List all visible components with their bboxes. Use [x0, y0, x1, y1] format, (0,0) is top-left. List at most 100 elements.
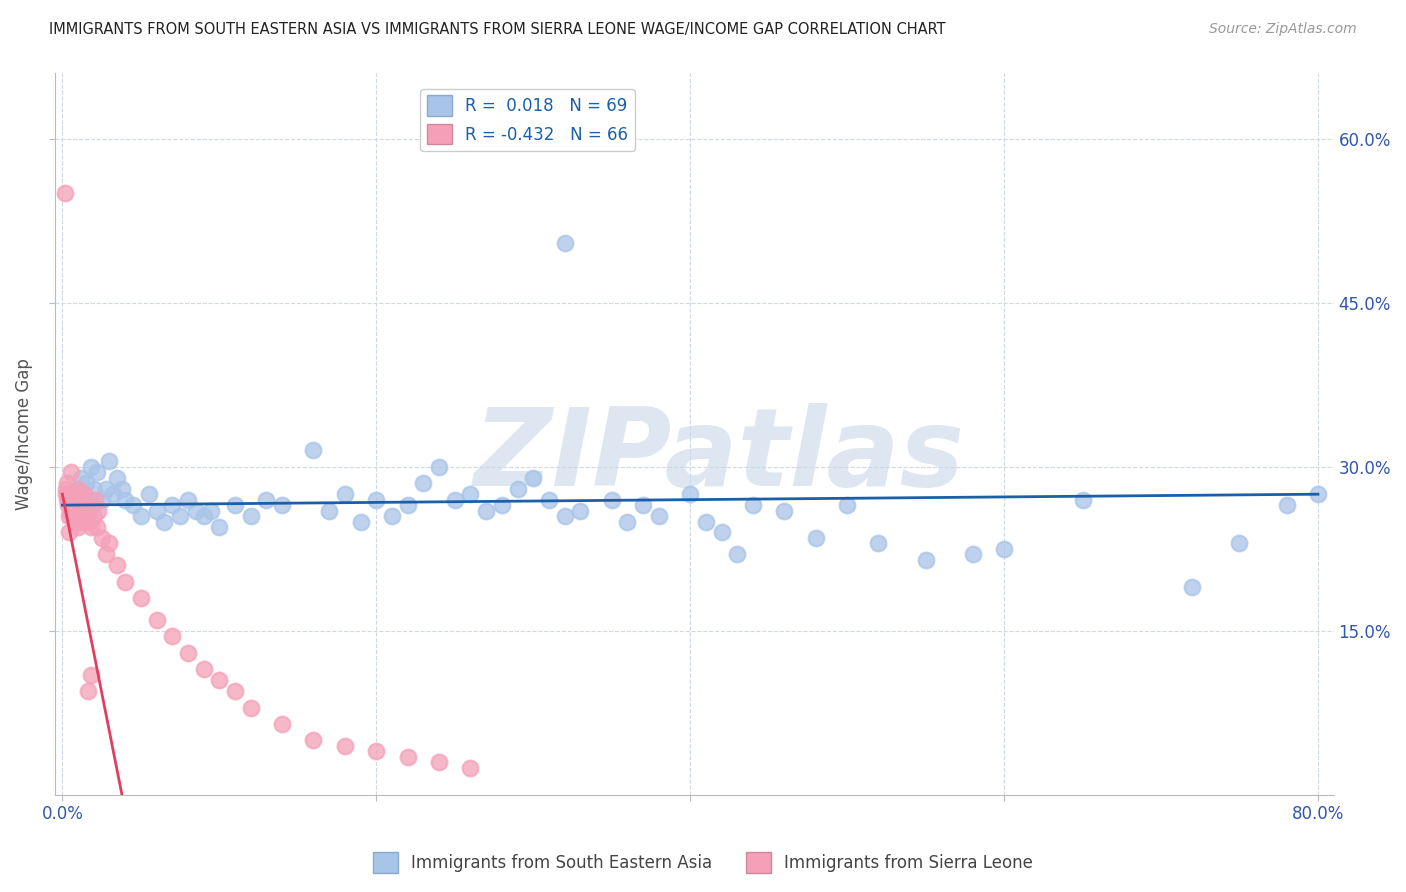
Point [83, 482, 105, 496]
Point [333, 487, 356, 501]
Point [725, 547, 748, 561]
Point [600, 492, 623, 507]
Point [86, 520, 108, 534]
Point [55, 482, 77, 496]
Point [271, 498, 294, 512]
Point [105, 471, 128, 485]
Point [443, 492, 465, 507]
Point [962, 547, 984, 561]
Point [129, 509, 152, 524]
Point [114, 492, 136, 507]
Point [65, 509, 87, 524]
Point [53, 186, 76, 201]
Point [76, 503, 98, 517]
Point [58, 487, 80, 501]
Point [460, 487, 482, 501]
Point [75, 509, 97, 524]
Point [77, 684, 100, 698]
Point [569, 503, 592, 517]
Point [193, 509, 215, 524]
Point [129, 591, 152, 606]
Point [75, 498, 97, 512]
Point [679, 487, 702, 501]
Point [63, 509, 86, 524]
Point [554, 509, 576, 524]
Point [1275, 498, 1298, 512]
Point [82, 498, 104, 512]
Point [65, 492, 87, 507]
Text: Source: ZipAtlas.com: Source: ZipAtlas.com [1209, 22, 1357, 37]
Point [1181, 580, 1204, 594]
Point [835, 498, 858, 512]
Point [80, 667, 103, 681]
Point [98, 536, 121, 550]
Point [105, 558, 128, 573]
Legend: Immigrants from South Eastern Asia, Immigrants from Sierra Leone: Immigrants from South Eastern Asia, Immi… [367, 846, 1039, 880]
Point [62, 498, 84, 512]
Point [162, 629, 184, 643]
Point [460, 761, 482, 775]
Point [239, 700, 262, 714]
Point [62, 503, 84, 517]
Point [193, 662, 215, 676]
Point [67, 482, 90, 496]
Point [491, 498, 513, 512]
Point [72, 515, 94, 529]
Point [302, 733, 325, 747]
Point [162, 498, 184, 512]
Point [208, 520, 231, 534]
Point [522, 471, 544, 485]
Point [366, 492, 388, 507]
Point [804, 531, 827, 545]
Point [381, 509, 404, 524]
Point [177, 492, 200, 507]
Point [60, 492, 83, 507]
Point [427, 756, 450, 770]
Point [83, 509, 105, 524]
Point [1229, 536, 1251, 550]
Point [271, 717, 294, 731]
Point [200, 503, 222, 517]
Point [55, 487, 77, 501]
Point [366, 744, 388, 758]
Point [56, 492, 79, 507]
Point [122, 498, 145, 512]
Point [184, 503, 207, 517]
Point [101, 487, 124, 501]
Point [302, 443, 325, 458]
Legend: R =  0.018   N = 69, R = -0.432   N = 66: R = 0.018 N = 69, R = -0.432 N = 66 [420, 88, 636, 151]
Point [648, 509, 671, 524]
Point [773, 503, 796, 517]
Point [87, 503, 110, 517]
Point [73, 487, 96, 501]
Point [695, 515, 717, 529]
Point [349, 515, 371, 529]
Point [153, 515, 176, 529]
Point [65, 498, 87, 512]
Point [70, 492, 93, 507]
Point [333, 739, 356, 753]
Point [55, 476, 77, 491]
Point [914, 553, 936, 567]
Point [169, 509, 191, 524]
Point [224, 498, 246, 512]
Point [396, 498, 419, 512]
Point [1306, 487, 1329, 501]
Point [554, 235, 576, 250]
Point [96, 482, 118, 496]
Point [96, 547, 118, 561]
Point [72, 509, 94, 524]
Point [616, 515, 638, 529]
Point [56, 498, 79, 512]
Point [63, 503, 86, 517]
Point [427, 459, 450, 474]
Point [63, 487, 86, 501]
Point [631, 498, 654, 512]
Point [318, 503, 340, 517]
Point [58, 525, 80, 540]
Point [868, 536, 890, 550]
Point [254, 492, 277, 507]
Point [742, 498, 765, 512]
Point [62, 487, 84, 501]
Point [145, 613, 167, 627]
